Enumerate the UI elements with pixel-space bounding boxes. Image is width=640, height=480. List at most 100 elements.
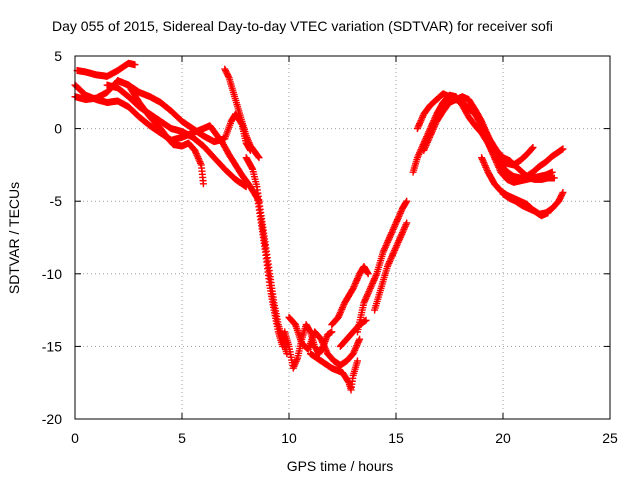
data-point-marker [318, 337, 326, 345]
series-trace-10 [285, 313, 364, 369]
data-point-marker [368, 279, 376, 287]
data-point-marker [383, 240, 391, 248]
data-point-marker [337, 307, 345, 315]
grid [75, 56, 610, 419]
data-point-marker [349, 350, 357, 358]
data-point-marker [369, 278, 377, 286]
data-point-marker [335, 312, 343, 320]
data-point-marker [415, 150, 423, 158]
data-point-marker [491, 155, 499, 163]
data-point-marker [338, 305, 346, 313]
data-point-marker [380, 246, 388, 254]
data-points [71, 59, 567, 394]
data-point-marker [396, 211, 404, 219]
data-point-marker [394, 214, 402, 222]
data-point-marker [360, 299, 368, 307]
data-point-marker [479, 157, 487, 165]
series-trace-5 [114, 77, 207, 188]
data-point-marker [421, 143, 429, 151]
data-point-marker [389, 225, 397, 233]
data-point-marker [353, 342, 361, 350]
data-point-marker [482, 163, 490, 171]
y-tick-label: -5 [50, 193, 63, 209]
data-point-marker [355, 337, 363, 345]
data-point-marker [350, 283, 358, 291]
data-point-marker [386, 258, 394, 266]
series-trace-12 [328, 263, 372, 329]
data-point-marker [391, 245, 399, 253]
data-point-marker [495, 165, 503, 173]
series-trace-20 [499, 190, 552, 220]
data-point-marker [395, 237, 403, 245]
data-point-marker [362, 294, 370, 302]
data-point-marker [396, 234, 404, 241]
data-point-marker [371, 273, 379, 281]
x-axis-label: GPS time / hours [287, 458, 394, 474]
data-point-marker [371, 275, 379, 283]
data-point-marker [398, 229, 406, 237]
series-trace-13 [336, 316, 370, 350]
data-point-marker [431, 121, 439, 129]
data-point-marker [352, 278, 360, 286]
data-point-marker [393, 240, 401, 248]
data-point-marker [368, 281, 376, 289]
data-point-marker [385, 235, 393, 243]
data-point-marker [351, 281, 359, 289]
data-point-marker [387, 230, 395, 238]
axis-ticks: 0 5 10 15 20 25 -20 -15 -10 -5 0 5 [42, 48, 618, 446]
data-point-marker [393, 217, 401, 225]
data-point-marker [353, 276, 361, 284]
data-point-marker [417, 117, 425, 125]
data-point-marker [528, 144, 536, 152]
data-point-marker [477, 118, 485, 126]
data-point-marker [490, 154, 498, 162]
data-point-marker [427, 130, 435, 138]
data-point-marker [478, 154, 486, 162]
data-point-marker [401, 224, 409, 232]
data-point-marker [396, 235, 404, 243]
data-point-marker [398, 230, 406, 238]
data-point-marker [420, 146, 428, 154]
data-point-marker [194, 153, 202, 161]
data-point-marker [550, 174, 558, 182]
data-point-marker [559, 188, 567, 196]
data-point-marker [354, 338, 362, 346]
data-point-marker [396, 209, 404, 217]
data-point-marker [385, 259, 393, 267]
data-point-marker [428, 129, 436, 137]
data-point-marker [384, 237, 392, 245]
series-trace-15 [371, 219, 411, 314]
data-point-marker [386, 234, 394, 241]
data-point-marker [390, 248, 398, 256]
data-point-marker [192, 150, 200, 158]
data-point-marker [475, 115, 483, 123]
series-trace-6 [221, 65, 263, 162]
data-point-marker [336, 310, 344, 318]
data-point-marker [363, 269, 371, 277]
data-point-marker [529, 143, 537, 151]
data-point-marker [480, 158, 488, 166]
data-point-marker [399, 227, 407, 235]
data-point-marker [339, 302, 347, 310]
data-point-marker [391, 221, 399, 229]
data-point-marker [255, 154, 263, 162]
data-point-marker [279, 342, 287, 350]
data-point-marker [319, 338, 327, 346]
data-point-marker [479, 123, 487, 131]
data-point-marker [317, 335, 325, 343]
data-point-marker [351, 346, 359, 354]
data-point-marker [248, 164, 256, 172]
data-point-marker [423, 138, 431, 146]
x-tick-label: 5 [178, 430, 186, 446]
data-point-marker [370, 276, 378, 284]
data-point-marker [386, 232, 394, 240]
data-point-marker [480, 160, 488, 168]
data-point-marker [352, 343, 360, 351]
data-point-marker [364, 289, 372, 297]
data-point-marker [339, 304, 346, 312]
data-point-marker [394, 238, 402, 246]
data-point-marker [489, 150, 497, 158]
data-point-marker [254, 152, 262, 160]
data-point-marker [366, 286, 374, 294]
